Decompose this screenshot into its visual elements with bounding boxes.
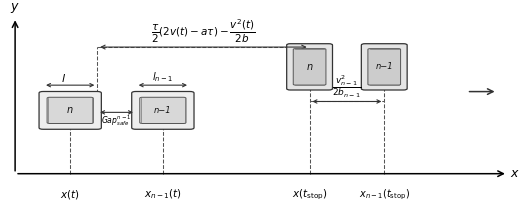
Text: n−1: n−1: [375, 62, 393, 71]
Text: n−1: n−1: [154, 106, 172, 115]
FancyBboxPatch shape: [287, 44, 333, 90]
Text: n: n: [306, 62, 313, 72]
Text: $x_{n-1}(t_{\rm stop})$: $x_{n-1}(t_{\rm stop})$: [359, 187, 410, 202]
Text: $l_{n-1}$: $l_{n-1}$: [152, 70, 173, 84]
FancyBboxPatch shape: [132, 92, 194, 129]
Text: $Gap_{safe}^{n-1}$: $Gap_{safe}^{n-1}$: [101, 113, 132, 128]
FancyBboxPatch shape: [361, 44, 407, 90]
Text: $x_{n-1}(t)$: $x_{n-1}(t)$: [144, 188, 182, 201]
Text: n: n: [67, 105, 73, 115]
Text: $l$: $l$: [61, 72, 66, 84]
Text: $x$: $x$: [511, 167, 520, 180]
Text: $\dfrac{\tau}{2}(2v(t)-a\tau)-\dfrac{v^{2}(t)}{2b}$: $\dfrac{\tau}{2}(2v(t)-a\tau)-\dfrac{v^{…: [151, 18, 256, 45]
Text: $x(t)$: $x(t)$: [61, 188, 80, 201]
FancyBboxPatch shape: [39, 92, 101, 129]
FancyBboxPatch shape: [293, 49, 326, 85]
Text: $\dfrac{v^2_{n-1}}{2b_{n-1}}$: $\dfrac{v^2_{n-1}}{2b_{n-1}}$: [332, 74, 362, 101]
FancyBboxPatch shape: [140, 97, 186, 123]
FancyBboxPatch shape: [47, 97, 93, 123]
Text: $x(t_{\rm stop})$: $x(t_{\rm stop})$: [292, 187, 327, 202]
FancyBboxPatch shape: [368, 49, 400, 85]
Text: $y$: $y$: [10, 1, 20, 15]
